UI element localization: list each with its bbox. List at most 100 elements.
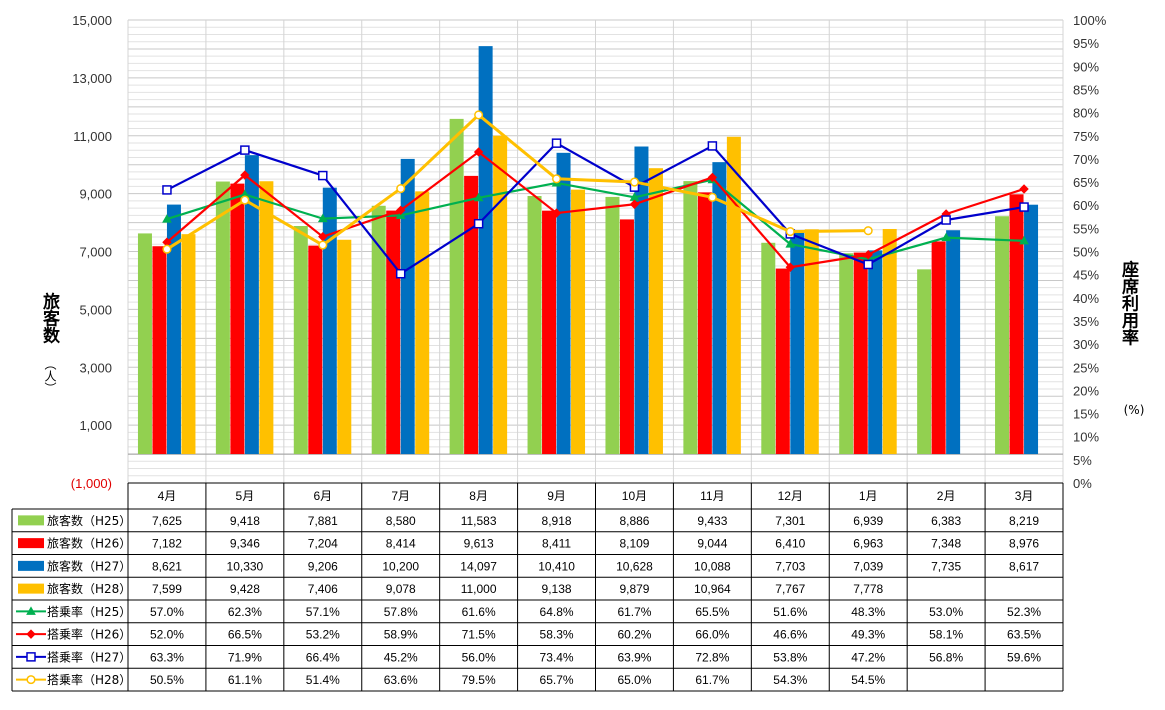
right-axis-ticks: 0% 5% 10% 15% 20% 25% 30% 35% 40% 45% 50% 55% 60% 65%… xyxy=(1073,13,1107,491)
bar-3-1 xyxy=(259,181,274,455)
table-cell: 71.9% xyxy=(228,650,262,664)
line-series-group xyxy=(162,110,1029,279)
table-cell: 7,735 xyxy=(931,559,961,573)
point-3-7 xyxy=(707,192,717,202)
y-tick-label: 5,000 xyxy=(79,302,112,317)
table-cell: 11,000 xyxy=(461,582,497,596)
table-cell: 59.6% xyxy=(1007,650,1041,664)
bar-1-7 xyxy=(697,192,712,455)
table-cell: 73.4% xyxy=(540,650,574,664)
table-cell: 7,778 xyxy=(853,582,883,596)
table-cell: 14,097 xyxy=(460,559,497,573)
bar-0-6 xyxy=(605,196,620,455)
table-cell: 9,428 xyxy=(230,582,260,596)
left-axis-ticks: 15,000 13,000 11,000 9,000 7,000 5,000 3,000 1,… xyxy=(71,13,112,491)
table-cell: 46.6% xyxy=(773,628,807,642)
bar-1-3 xyxy=(386,210,401,455)
table-cell: 11,583 xyxy=(461,514,497,528)
table-cell: 65.7% xyxy=(540,673,574,687)
table-cell: 61.6% xyxy=(462,605,496,619)
table-cell: 66.0% xyxy=(695,628,729,642)
bar-2-6 xyxy=(634,146,649,455)
point-1-3 xyxy=(396,205,406,216)
table-cell: 48.3% xyxy=(851,605,885,619)
legend-label: 旅客数（H27） xyxy=(47,558,131,573)
y2-tick-label: 30% xyxy=(1073,337,1099,352)
table-cell: 72.8% xyxy=(695,650,729,664)
table-cell: 66.4% xyxy=(306,650,340,664)
point-2-9 xyxy=(863,259,873,270)
point-3-6 xyxy=(629,177,640,187)
table-cell: 8,918 xyxy=(542,514,572,528)
table-cell: 8,109 xyxy=(619,537,649,551)
y2-tick-label: 55% xyxy=(1073,221,1099,236)
bar-3-9 xyxy=(882,228,897,455)
category-label: 11月 xyxy=(700,489,724,503)
bar-0-10 xyxy=(917,269,932,455)
legend-swatch xyxy=(18,560,44,571)
point-3-4 xyxy=(474,110,484,120)
bar-2-1 xyxy=(244,155,259,455)
bar-3-5 xyxy=(571,189,586,455)
bar-3-2 xyxy=(337,239,352,455)
table-cell: 10,410 xyxy=(538,559,575,573)
table-cell: 52.3% xyxy=(1007,605,1041,619)
table-cell: 62.3% xyxy=(228,605,262,619)
table-cell: 61.7% xyxy=(695,673,729,687)
bar-0-11 xyxy=(995,216,1010,455)
point-2-2 xyxy=(318,170,328,181)
table-cell: 58.1% xyxy=(929,628,963,642)
table-cell: 56.8% xyxy=(929,650,963,664)
bar-2-0 xyxy=(166,204,181,455)
bar-2-11 xyxy=(1024,204,1039,455)
y2-axis-unit: (%) xyxy=(1124,403,1145,417)
table-cell: 60.2% xyxy=(617,628,651,642)
table-cell: 9,346 xyxy=(230,537,260,551)
point-1-8 xyxy=(785,262,795,272)
y2-tick-label: 65% xyxy=(1073,175,1099,190)
bar-2-4 xyxy=(478,46,493,455)
y2-tick-label: 0% xyxy=(1073,476,1092,491)
point-0-10 xyxy=(941,232,951,242)
table-cell: 8,219 xyxy=(1009,514,1039,528)
bar-1-8 xyxy=(775,268,790,455)
y2-tick-label: 45% xyxy=(1073,268,1099,283)
table-cell: 64.8% xyxy=(540,605,574,619)
bar-0-2 xyxy=(293,226,308,455)
table-cell: 7,599 xyxy=(152,582,182,596)
bar-3-8 xyxy=(804,229,819,455)
table-cell: 9,078 xyxy=(386,582,416,596)
bar-1-6 xyxy=(619,219,634,455)
table-cell: 79.5% xyxy=(462,673,496,687)
bar-0-0 xyxy=(137,233,152,455)
y2-tick-label: 15% xyxy=(1073,407,1099,422)
bar-2-9 xyxy=(868,250,883,455)
table-cell: 52.0% xyxy=(150,628,184,642)
line-series-0 xyxy=(166,178,1025,261)
legend-marker xyxy=(26,652,36,662)
gridlines xyxy=(127,19,1064,484)
table-cell: 10,628 xyxy=(616,559,653,573)
legend-label: 搭乗率（H28） xyxy=(47,672,131,687)
legend-label: 搭乗率（H25） xyxy=(47,604,131,619)
y2-tick-label: 50% xyxy=(1073,245,1099,260)
bar-2-5 xyxy=(556,152,571,455)
table-cell: 58.3% xyxy=(540,628,574,642)
table-cell: 61.7% xyxy=(617,605,651,619)
table-cell: 9,433 xyxy=(697,514,727,528)
bar-1-4 xyxy=(464,175,479,455)
table-cell: 65.0% xyxy=(617,673,651,687)
table-cell: 9,879 xyxy=(619,582,649,596)
y2-tick-label: 70% xyxy=(1073,152,1099,167)
bar-0-9 xyxy=(839,253,854,455)
table-cell: 7,406 xyxy=(308,582,338,596)
legend-label: 搭乗率（H27） xyxy=(47,649,131,664)
line-series-3 xyxy=(166,113,869,251)
table-cell: 7,039 xyxy=(853,559,883,573)
point-3-0 xyxy=(162,244,172,254)
table-cell: 8,886 xyxy=(619,514,649,528)
point-3-3 xyxy=(396,183,406,194)
table-cell: 63.6% xyxy=(384,673,418,687)
bar-2-3 xyxy=(400,158,415,455)
